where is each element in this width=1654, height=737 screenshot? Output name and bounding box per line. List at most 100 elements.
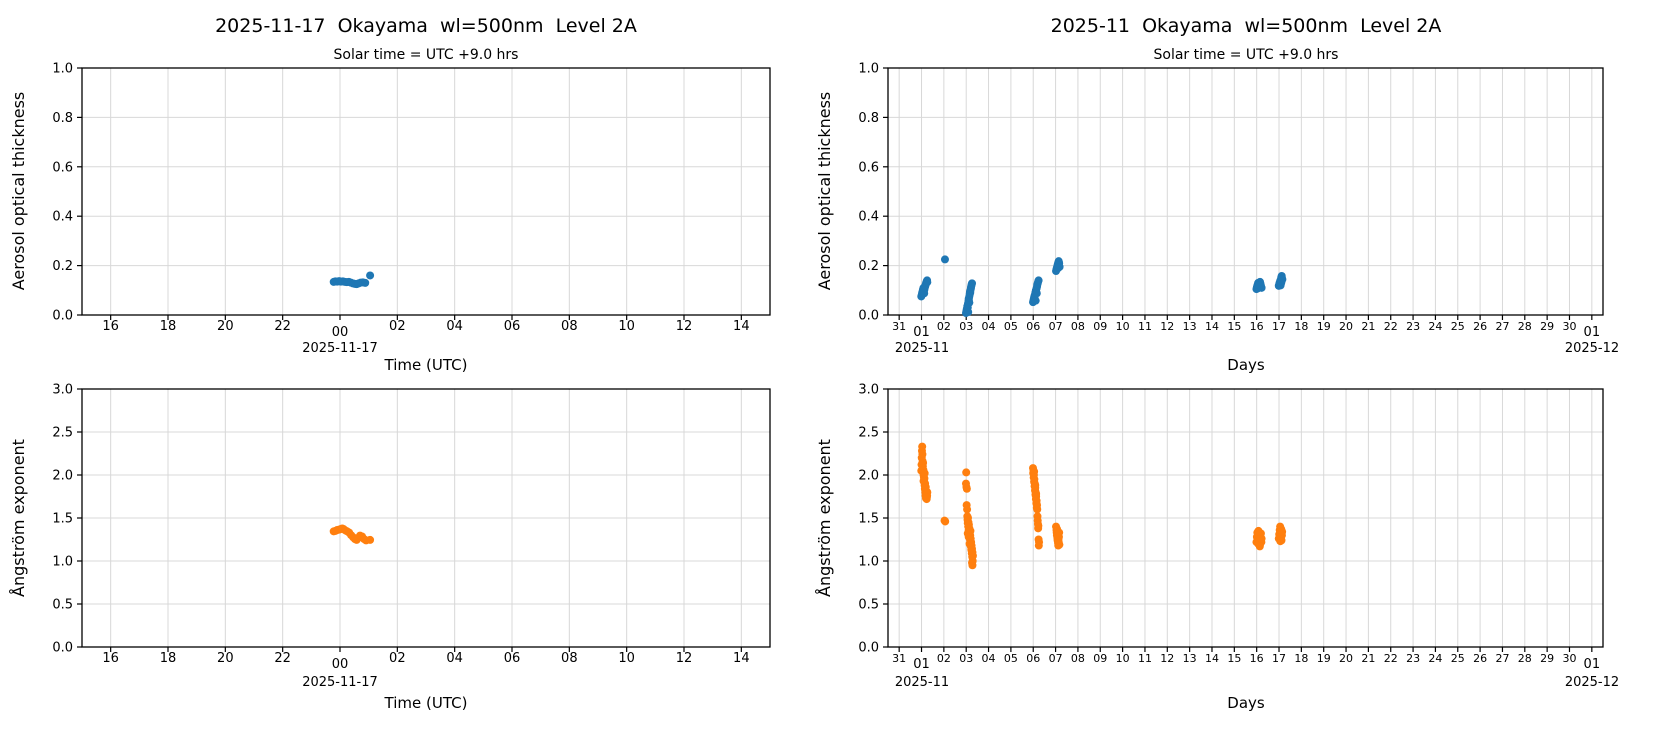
data-point — [1034, 521, 1043, 530]
x-tick-label: 08 — [1071, 320, 1085, 333]
x-tick-label: 04 — [446, 319, 463, 334]
y-tick-label: 0.4 — [52, 210, 73, 225]
x-tick-label: 15 — [1227, 652, 1241, 665]
x-tick-label: 11 — [1138, 652, 1152, 665]
x-tick-label: 28 — [1518, 320, 1532, 333]
data-point — [1035, 538, 1044, 547]
x-axis-label: Days — [1227, 356, 1265, 374]
panel-aot-day: 2025-11-17 Okayama wl=500nm Level 2A Sol… — [0, 0, 800, 375]
angstrom-day-chart: Ångström exponent 2025-11-17 Time (UTC) … — [9, 383, 771, 712]
data-point — [1257, 534, 1266, 543]
data-point — [964, 308, 973, 317]
data-point — [1032, 289, 1041, 298]
y-tick-label: 0.0 — [52, 309, 73, 324]
x-tick-label: 30 — [1562, 320, 1576, 333]
data-point — [366, 271, 375, 280]
x-tick-label: 14 — [733, 319, 750, 334]
chart-subtitle: Solar time = UTC +9.0 hrs — [1154, 47, 1339, 63]
data-point — [922, 493, 931, 502]
x-tick-label: 28 — [1518, 652, 1532, 665]
x-tick-label: 04 — [446, 651, 463, 666]
x-tick-label: 02 — [937, 652, 951, 665]
x-tick-label: 03 — [959, 652, 973, 665]
x-tick-label: 23 — [1406, 320, 1420, 333]
data-point — [1255, 281, 1264, 290]
x-tick-label: 06 — [1026, 652, 1040, 665]
data-point — [1255, 542, 1264, 551]
x-axis-date-label-end: 2025-12 — [1565, 675, 1619, 690]
x-tick-label: 20 — [217, 319, 234, 334]
data-point — [965, 539, 974, 548]
x-axis-date-label: 2025-11-17 — [302, 341, 378, 356]
x-axis-date-label-start: 2025-11 — [895, 341, 949, 356]
x-tick-label: 06 — [504, 319, 521, 334]
data-point — [940, 255, 949, 264]
plot-area: 31 01 02 03 04 05 06 07 08 09 10 11 12 13 14 15 16 17 18 19… — [858, 62, 1604, 340]
x-tick-label: 06 — [1026, 320, 1040, 333]
data-point — [962, 484, 971, 493]
data-point — [1276, 537, 1285, 546]
y-axis-label: Aerosol optical thickness — [9, 92, 28, 291]
data-point — [1278, 275, 1287, 284]
x-tick-label: 27 — [1495, 320, 1509, 333]
data-point — [920, 469, 929, 478]
data-point — [919, 477, 928, 486]
x-tick-label: 20 — [217, 651, 234, 666]
x-tick-label: 26 — [1473, 652, 1487, 665]
data-point — [1254, 526, 1263, 535]
y-tick-label: 0.0 — [52, 641, 73, 656]
x-tick-label: 05 — [1004, 320, 1018, 333]
x-tick-label: 14 — [1205, 652, 1219, 665]
x-tick-label: 01 — [913, 657, 930, 672]
y-tick-label: 0.0 — [858, 309, 879, 324]
y-tick-label: 0.6 — [858, 160, 879, 175]
chart-title: 2025-11 Okayama wl=500nm Level 2A — [1051, 15, 1442, 37]
x-tick-label: 17 — [1272, 652, 1286, 665]
x-tick-label: 13 — [1183, 652, 1197, 665]
x-tick-label: 01 — [1584, 325, 1601, 340]
x-tick-label: 10 — [1116, 320, 1130, 333]
x-tick-label: 10 — [618, 319, 635, 334]
x-tick-label: 09 — [1093, 320, 1107, 333]
y-tick-label: 0.8 — [858, 111, 879, 126]
y-axis-label: Ångström exponent — [815, 439, 834, 597]
data-point — [1033, 505, 1042, 514]
x-tick-label: 07 — [1049, 320, 1063, 333]
data-point — [921, 483, 930, 492]
y-tick-label: 0.2 — [858, 259, 879, 274]
x-axis-label: Time (UTC) — [384, 356, 468, 374]
x-tick-label: 16 — [1250, 320, 1264, 333]
plot-area: 31 01 02 03 04 05 06 07 08 09 10 11 12 13 14 15 16 17 18 19… — [858, 383, 1604, 672]
x-tick-label: 16 — [102, 651, 119, 666]
x-tick-label: 22 — [274, 651, 291, 666]
data-point — [1030, 467, 1039, 476]
x-tick-label: 12 — [1160, 652, 1174, 665]
y-tick-label: 3.0 — [858, 383, 879, 398]
x-tick-label: 20 — [1339, 652, 1353, 665]
data-point — [968, 279, 977, 288]
y-axis-label: Aerosol optical thickness — [815, 92, 834, 291]
data-point — [366, 535, 375, 544]
data-point — [1055, 528, 1064, 537]
x-axis-label: Time (UTC) — [384, 694, 468, 712]
x-tick-label: 13 — [1183, 320, 1197, 333]
data-point — [1031, 296, 1040, 305]
x-tick-label: 24 — [1428, 652, 1442, 665]
plot-area: 16 18 20 22 00 02 04 06 08 10 12 14 0.0 0.5 1.0 1.5 2.0 2… — [52, 383, 771, 672]
x-tick-label: 26 — [1473, 320, 1487, 333]
x-tick-label: 21 — [1361, 320, 1375, 333]
data-point — [918, 442, 927, 451]
x-tick-label: 27 — [1495, 652, 1509, 665]
aot-month-chart: 2025-11 Okayama wl=500nm Level 2A Solar … — [815, 15, 1619, 374]
data-point — [1278, 527, 1287, 536]
x-tick-label: 09 — [1093, 652, 1107, 665]
x-axis-label: Days — [1227, 694, 1265, 712]
x-tick-label: 17 — [1272, 320, 1286, 333]
x-tick-label: 18 — [160, 651, 177, 666]
x-tick-label: 00 — [332, 657, 349, 672]
x-tick-label: 15 — [1227, 320, 1241, 333]
data-point — [1031, 481, 1040, 490]
y-tick-label: 3.0 — [52, 383, 73, 398]
aot-day-chart: 2025-11-17 Okayama wl=500nm Level 2A Sol… — [9, 15, 771, 374]
x-tick-label: 01 — [1584, 657, 1601, 672]
